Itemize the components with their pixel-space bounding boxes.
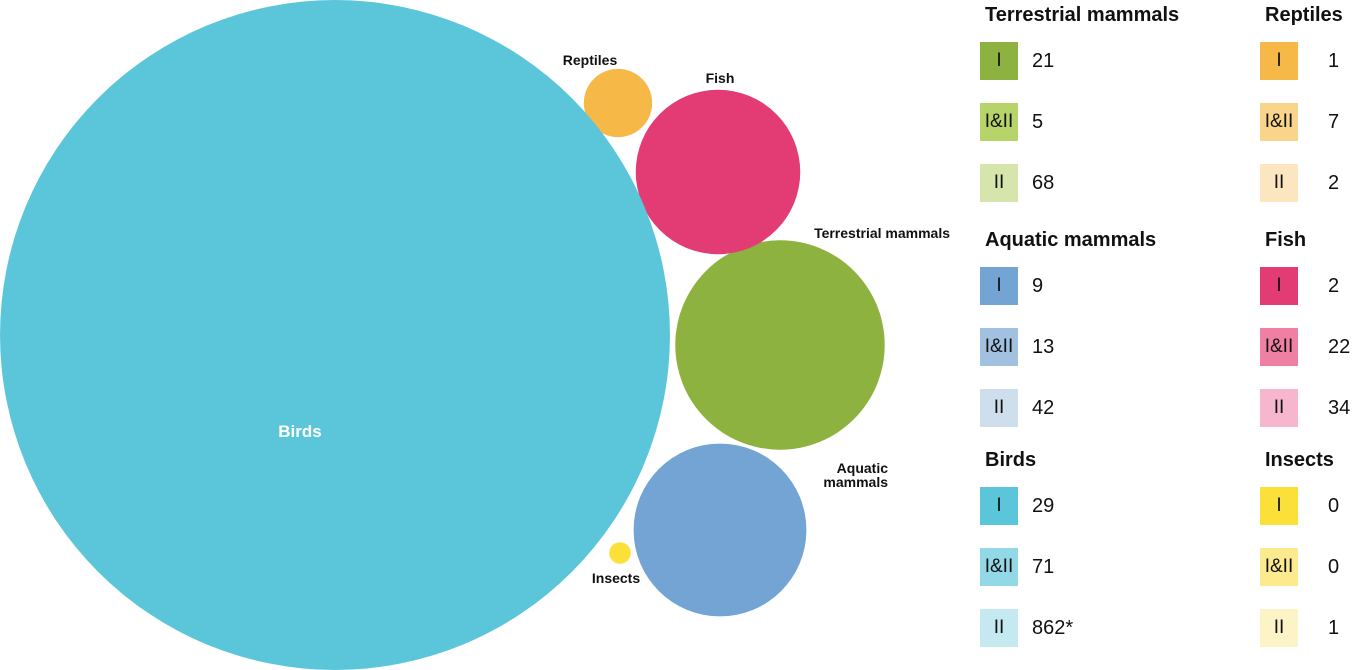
legend-title: Reptiles bbox=[1265, 4, 1343, 26]
legend-value: 71 bbox=[1032, 556, 1055, 578]
legend-category: I&II bbox=[1260, 103, 1298, 141]
bubble bbox=[583, 68, 653, 138]
bubble-label: Terrestrial mammals bbox=[814, 225, 950, 241]
legend-category: I bbox=[980, 487, 1018, 525]
legend-value: 2 bbox=[1328, 275, 1340, 297]
bubble-label: Fish bbox=[705, 70, 735, 86]
legend-value: 13 bbox=[1032, 336, 1055, 358]
legend-category: II bbox=[1260, 389, 1298, 427]
legend-category: I&II bbox=[980, 103, 1018, 141]
bubble-label: Birds bbox=[278, 422, 322, 441]
legend-value: 0 bbox=[1328, 495, 1340, 517]
legend-value: 7 bbox=[1328, 111, 1340, 133]
legend-title: Birds bbox=[985, 449, 1037, 471]
legend-category: I&II bbox=[1260, 328, 1298, 366]
legend-category: II bbox=[980, 609, 1018, 647]
legend-value: 34 bbox=[1328, 397, 1351, 419]
legend-value: 1 bbox=[1328, 50, 1340, 72]
legend-category: II bbox=[1260, 609, 1298, 647]
legend-value: 5 bbox=[1032, 111, 1044, 133]
bubble bbox=[635, 89, 801, 255]
legend-value: 21 bbox=[1032, 50, 1055, 72]
bubble-label: Reptiles bbox=[562, 52, 618, 68]
legend-category: I bbox=[980, 42, 1018, 80]
bubble bbox=[609, 542, 631, 564]
legend-category: I bbox=[1260, 42, 1298, 80]
bubble-label: Insects bbox=[591, 570, 641, 586]
legend-value: 42 bbox=[1032, 397, 1055, 419]
bubble-label: Aquatic mammals bbox=[823, 460, 888, 490]
legend-title: Terrestrial mammals bbox=[985, 4, 1180, 26]
legend-value: 68 bbox=[1032, 172, 1055, 194]
legend-title: Insects bbox=[1265, 449, 1334, 471]
legend-category: II bbox=[980, 389, 1018, 427]
bubble-chart bbox=[0, 0, 885, 670]
legend-value: 862* bbox=[1032, 617, 1074, 639]
legend-value: 9 bbox=[1032, 275, 1044, 297]
legend-title: Aquatic mammals bbox=[985, 229, 1157, 251]
legend-category: I bbox=[980, 267, 1018, 305]
legend-category: II bbox=[1260, 164, 1298, 202]
legend-category: I&II bbox=[980, 328, 1018, 366]
legend-value: 1 bbox=[1328, 617, 1340, 639]
legend-title: Fish bbox=[1265, 229, 1307, 251]
legend-value: 29 bbox=[1032, 495, 1055, 517]
legend-category: II bbox=[980, 164, 1018, 202]
legend-value: 0 bbox=[1328, 556, 1340, 578]
bubble bbox=[675, 240, 885, 450]
bubble bbox=[633, 443, 807, 617]
legend-category: I bbox=[1260, 487, 1298, 525]
legend-category: I&II bbox=[980, 548, 1018, 586]
legend-category: I bbox=[1260, 267, 1298, 305]
legend-value: 22 bbox=[1328, 336, 1351, 358]
legend-value: 2 bbox=[1328, 172, 1340, 194]
legend-category: I&II bbox=[1260, 548, 1298, 586]
bubble bbox=[0, 0, 670, 670]
